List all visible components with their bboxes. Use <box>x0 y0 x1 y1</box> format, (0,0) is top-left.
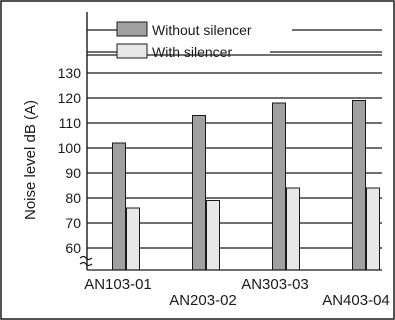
y-tick-label: 130 <box>58 65 82 81</box>
y-tick-label: 80 <box>65 190 81 206</box>
bar-layer <box>112 100 380 271</box>
bar-without-silencer <box>272 102 286 271</box>
y-tick-label: 100 <box>58 140 82 156</box>
legend-swatch <box>116 43 148 59</box>
axis-layer: 60 70 80 90 100 110 120 130 AN103-01 AN203-02AN30… <box>58 12 390 309</box>
y-tick-label: 90 <box>65 165 81 181</box>
bar-with-silencer <box>206 200 220 271</box>
bar-with-silencer <box>366 187 380 271</box>
legend: Without silencer With silencer <box>87 21 382 60</box>
y-tick-label: 60 <box>65 240 81 256</box>
bar-without-silencer <box>352 100 366 271</box>
bar-with-silencer <box>286 187 300 271</box>
bar-without-silencer <box>192 115 206 271</box>
legend-label: Without silencer <box>152 22 252 38</box>
legend-label: With silencer <box>152 44 232 60</box>
legend-swatch <box>116 21 148 37</box>
y-axis-label: Noise level dB (A) <box>22 100 39 220</box>
bar-without-silencer <box>112 142 126 271</box>
axis-break-symbol <box>79 255 93 267</box>
y-tick-label: 120 <box>58 90 82 106</box>
x-category-label: AN303-03 <box>241 276 309 293</box>
x-category-label: AN403-04 <box>322 292 390 309</box>
y-tick-label: 110 <box>59 115 82 131</box>
x-category-label: AN203-02 <box>169 292 237 309</box>
bar-with-silencer <box>126 207 140 271</box>
y-tick-label: 70 <box>65 215 81 231</box>
x-category-label: AN103-01 <box>84 276 152 293</box>
